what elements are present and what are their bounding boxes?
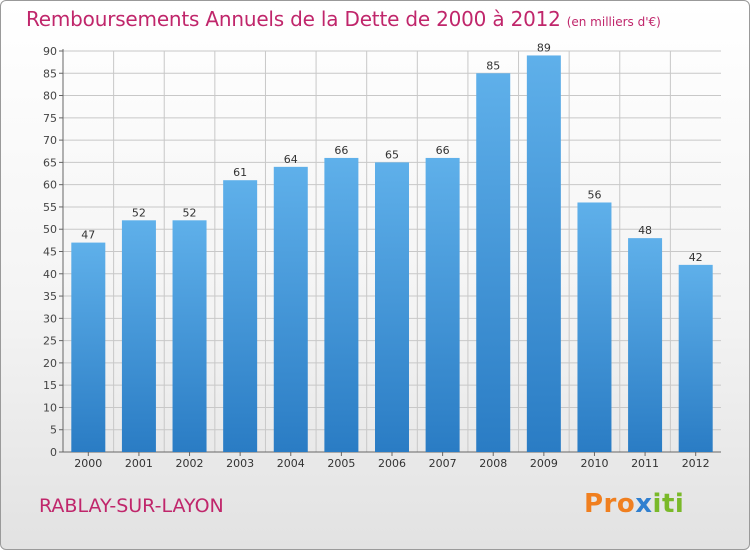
bar-2007 — [425, 157, 460, 452]
data-label-2001: 52 — [132, 206, 146, 219]
bar-2001 — [121, 220, 156, 452]
bar-2008 — [476, 73, 511, 453]
y-tick-label: 35 — [43, 290, 57, 303]
data-label-2011: 48 — [638, 224, 652, 237]
town-name: RABLAY-SUR-LAYON — [39, 495, 224, 517]
y-tick-label: 25 — [43, 335, 57, 348]
data-label-2004: 64 — [284, 153, 298, 166]
bar-2012 — [678, 264, 713, 452]
logo-part-1: Pro — [584, 489, 636, 519]
y-tick-label: 80 — [43, 90, 57, 103]
y-tick-label: 75 — [43, 112, 57, 125]
x-tick-label-2002: 2002 — [176, 457, 204, 470]
data-label-2007: 66 — [436, 144, 450, 157]
x-tick-labels: 2000 2001 2002 2003 2004 2005 2006 2007 2008 2009… — [74, 457, 709, 470]
y-tick-label: 5 — [50, 424, 57, 437]
x-tick-label-2004: 2004 — [277, 457, 305, 470]
chart-title-text: Remboursements Annuels de la Dette de 20… — [26, 7, 561, 31]
bar-2002 — [172, 220, 207, 452]
y-tick-label: 65 — [43, 156, 57, 169]
data-label-2010: 56 — [587, 188, 601, 201]
x-tick-label-2010: 2010 — [580, 457, 608, 470]
bar-2011 — [628, 238, 663, 452]
y-tick-label: 15 — [43, 379, 57, 392]
proxiti-logo: Proxiti — [584, 489, 684, 519]
y-tick-label: 10 — [43, 401, 57, 414]
y-tick-label: 45 — [43, 246, 57, 259]
data-label-2012: 42 — [689, 251, 703, 264]
x-tick-label-2003: 2003 — [226, 457, 254, 470]
bars — [71, 55, 713, 453]
x-tick-label-2009: 2009 — [530, 457, 558, 470]
bar-2009 — [526, 55, 561, 452]
chart-subtitle: (en milliers d'€) — [566, 15, 661, 29]
y-tick-label: 20 — [43, 357, 57, 370]
data-label-2005: 66 — [334, 144, 348, 157]
bar-2010 — [577, 202, 612, 452]
chart-title: Remboursements Annuels de la Dette de 20… — [26, 7, 661, 31]
bar-2005 — [324, 157, 359, 452]
logo-part-2: x — [635, 489, 653, 519]
y-tick-labels: 0 5 10 15 20 25 30 35 40 45 50 55 60 65 70 75 80 85 90 — [43, 45, 57, 459]
bar-2000 — [71, 242, 106, 452]
x-tick-label-2000: 2000 — [74, 457, 102, 470]
data-labels: 47 52 52 61 64 66 65 66 85 89 56 48 42 — [81, 41, 702, 263]
bar-2003 — [223, 180, 258, 452]
y-tick-label: 55 — [43, 201, 57, 214]
x-tick-label-2005: 2005 — [327, 457, 355, 470]
data-label-2008: 85 — [486, 59, 500, 72]
y-tick-label: 50 — [43, 223, 57, 236]
data-label-2009: 89 — [537, 41, 551, 54]
x-tick-label-2007: 2007 — [429, 457, 457, 470]
bar-2006 — [375, 162, 409, 452]
y-tick-label: 0 — [50, 446, 57, 459]
bar-2004 — [273, 166, 308, 452]
y-tick-label: 40 — [43, 268, 57, 281]
y-tick-label: 70 — [43, 134, 57, 147]
y-tick-label: 30 — [43, 312, 57, 325]
data-label-2003: 61 — [233, 166, 247, 179]
x-tick-label-2001: 2001 — [125, 457, 153, 470]
data-label-2002: 52 — [183, 206, 197, 219]
x-tick-label-2006: 2006 — [378, 457, 406, 470]
logo-part-3: iti — [652, 489, 685, 519]
x-tick-label-2008: 2008 — [479, 457, 507, 470]
y-tick-label: 85 — [43, 67, 57, 80]
x-tick-label-2011: 2011 — [631, 457, 659, 470]
y-tick-label: 60 — [43, 179, 57, 192]
data-label-2006: 65 — [385, 148, 399, 161]
data-label-2000: 47 — [81, 229, 95, 242]
y-tick-label: 90 — [43, 45, 57, 58]
x-tick-label-2012: 2012 — [682, 457, 710, 470]
